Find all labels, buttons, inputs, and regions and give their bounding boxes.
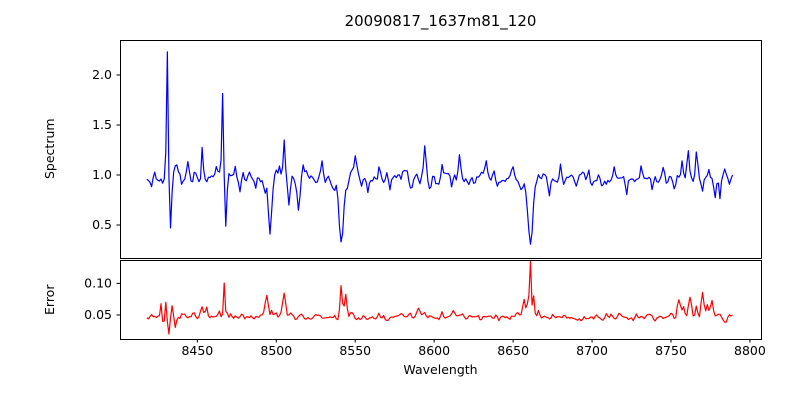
x-tick-label: 8550 [339, 343, 371, 358]
y-tick-label: 1.0 [92, 167, 112, 182]
x-axis-label: Wavelength [403, 362, 478, 377]
x-tick-label: 8800 [734, 343, 766, 358]
spectrum-axes-border [120, 40, 762, 259]
x-tick-label: 8700 [576, 343, 608, 358]
chart-title: 20090817_1637m81_120 [344, 12, 537, 30]
y-tick-label: 0.05 [84, 307, 112, 322]
y-tick-label: 1.5 [92, 117, 112, 132]
x-tick-label: 8650 [497, 343, 529, 358]
error-line [146, 260, 733, 335]
x-tick-label: 8600 [418, 343, 450, 358]
y-tick-label: 0.10 [84, 276, 112, 291]
x-tick-label: 8500 [260, 343, 292, 358]
x-tick-label: 8450 [181, 343, 213, 358]
y-tick-label: 0.5 [92, 217, 112, 232]
y-tick-label: 2.0 [92, 67, 112, 82]
error-axes-border [120, 260, 762, 340]
spectrum-line [146, 51, 734, 245]
x-tick-label: 8750 [655, 343, 687, 358]
